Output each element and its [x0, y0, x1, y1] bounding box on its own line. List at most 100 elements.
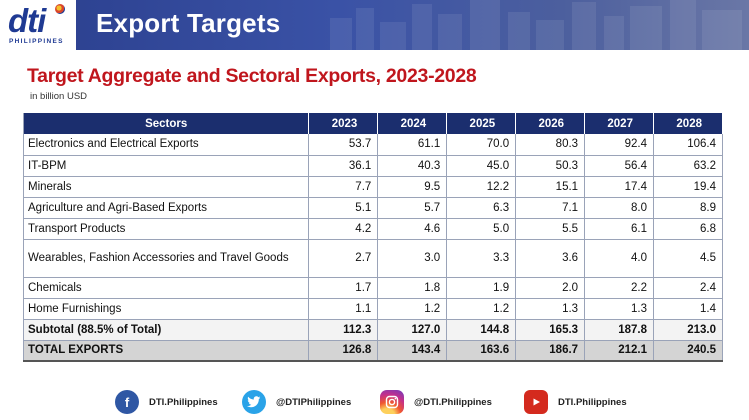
- value-cell: 4.5: [653, 239, 724, 278]
- sector-cell: Agriculture and Agri-Based Exports: [23, 197, 310, 219]
- export-targets-table: Sectors 2023 2024 2025 2026 2027 2028 El…: [23, 113, 724, 362]
- value-cell: 12.2: [446, 176, 517, 198]
- value-cell: 165.3: [515, 319, 586, 341]
- value-cell: 112.3: [308, 319, 379, 341]
- value-cell: 8.0: [584, 197, 654, 219]
- total-row: TOTAL EXPORTS 126.8 143.4 163.6 186.7 21…: [23, 339, 724, 362]
- value-cell: 1.1: [308, 298, 379, 320]
- table-row: Minerals 7.7 9.5 12.2 15.1 17.4 19.4: [23, 176, 724, 198]
- column-header-2026: 2026: [515, 113, 586, 134]
- sector-cell: IT-BPM: [23, 155, 310, 177]
- facebook-icon: f: [115, 390, 139, 414]
- value-cell: 5.5: [515, 218, 586, 240]
- value-cell: 70.0: [446, 134, 517, 156]
- value-cell: 5.1: [308, 197, 379, 219]
- value-cell: 53.7: [308, 134, 379, 156]
- social-footer: f DTI.Philippines @DTIPhilippines @DTI.P…: [0, 384, 749, 420]
- table-row: Electronics and Electrical Exports 53.7 …: [23, 134, 724, 156]
- value-cell: 3.0: [377, 239, 448, 278]
- value-cell: 9.5: [377, 176, 448, 198]
- sector-cell: Transport Products: [23, 218, 310, 240]
- twitter-label: @DTIPhilippines: [276, 396, 352, 408]
- column-header-2027: 2027: [584, 113, 654, 134]
- logo-mark-icon: [55, 4, 65, 14]
- value-cell: 19.4: [653, 176, 724, 198]
- value-cell: 186.7: [515, 339, 586, 362]
- unit-subtitle: in billion USD: [30, 91, 88, 102]
- subtotal-label: Subtotal (88.5% of Total): [23, 319, 310, 341]
- instagram-link[interactable]: @DTI.Philippines: [380, 388, 492, 416]
- facebook-link[interactable]: f DTI.Philippines: [115, 388, 218, 416]
- value-cell: 163.6: [446, 339, 517, 362]
- value-cell: 1.3: [584, 298, 654, 320]
- value-cell: 1.8: [377, 277, 448, 299]
- value-cell: 8.9: [653, 197, 724, 219]
- value-cell: 61.1: [377, 134, 448, 156]
- value-cell: 56.4: [584, 155, 654, 177]
- column-header-2028: 2028: [653, 113, 724, 134]
- twitter-link[interactable]: @DTIPhilippines: [242, 388, 351, 416]
- value-cell: 2.4: [653, 277, 724, 299]
- subtotal-row: Subtotal (88.5% of Total) 112.3 127.0 14…: [23, 319, 724, 341]
- instagram-icon: [380, 390, 404, 414]
- value-cell: 1.2: [446, 298, 517, 320]
- value-cell: 92.4: [584, 134, 654, 156]
- value-cell: 5.7: [377, 197, 448, 219]
- city-skyline-image: [330, 0, 742, 50]
- value-cell: 240.5: [653, 339, 724, 362]
- value-cell: 6.8: [653, 218, 724, 240]
- value-cell: 36.1: [308, 155, 379, 177]
- column-header-2023: 2023: [308, 113, 379, 134]
- table-row: Chemicals 1.7 1.8 1.9 2.0 2.2 2.4: [23, 277, 724, 299]
- table-header-row: Sectors 2023 2024 2025 2026 2027 2028: [23, 113, 724, 134]
- logo-text: dti: [8, 2, 46, 39]
- value-cell: 4.6: [377, 218, 448, 240]
- value-cell: 1.7: [308, 277, 379, 299]
- sector-cell: Chemicals: [23, 277, 310, 299]
- value-cell: 1.4: [653, 298, 724, 320]
- sector-cell: Electronics and Electrical Exports: [23, 134, 310, 156]
- youtube-link[interactable]: DTI.Philippines: [524, 388, 627, 416]
- dti-logo: dti PHILIPPINES: [0, 0, 76, 50]
- value-cell: 106.4: [653, 134, 724, 156]
- value-cell: 2.7: [308, 239, 379, 278]
- twitter-icon: [242, 390, 266, 414]
- sector-cell: Minerals: [23, 176, 310, 198]
- value-cell: 187.8: [584, 319, 654, 341]
- sector-cell: Home Furnishings: [23, 298, 310, 320]
- value-cell: 1.3: [515, 298, 586, 320]
- value-cell: 4.2: [308, 218, 379, 240]
- value-cell: 127.0: [377, 319, 448, 341]
- value-cell: 126.8: [308, 339, 379, 362]
- value-cell: 80.3: [515, 134, 586, 156]
- value-cell: 1.2: [377, 298, 448, 320]
- table-row: Agriculture and Agri-Based Exports 5.1 5…: [23, 197, 724, 219]
- value-cell: 7.1: [515, 197, 586, 219]
- value-cell: 212.1: [584, 339, 654, 362]
- value-cell: 50.3: [515, 155, 586, 177]
- value-cell: 6.3: [446, 197, 517, 219]
- table-row: Wearables, Fashion Accessories and Trave…: [23, 239, 724, 278]
- column-header-2025: 2025: [446, 113, 517, 134]
- value-cell: 6.1: [584, 218, 654, 240]
- table-row: Home Furnishings 1.1 1.2 1.2 1.3 1.3 1.4: [23, 298, 724, 320]
- value-cell: 2.0: [515, 277, 586, 299]
- column-header-2024: 2024: [377, 113, 448, 134]
- value-cell: 4.0: [584, 239, 654, 278]
- facebook-label: DTI.Philippines: [149, 396, 218, 408]
- table-row: Transport Products 4.2 4.6 5.0 5.5 6.1 6…: [23, 218, 724, 240]
- value-cell: 213.0: [653, 319, 724, 341]
- value-cell: 1.9: [446, 277, 517, 299]
- header-banner: dti PHILIPPINES Export Targets: [0, 0, 749, 50]
- value-cell: 7.7: [308, 176, 379, 198]
- export-targets-table-container: Sectors 2023 2024 2025 2026 2027 2028 El…: [23, 113, 724, 362]
- value-cell: 143.4: [377, 339, 448, 362]
- sector-cell: Wearables, Fashion Accessories and Trave…: [23, 239, 310, 278]
- page-title: Target Aggregate and Sectoral Exports, 2…: [27, 65, 477, 87]
- value-cell: 144.8: [446, 319, 517, 341]
- value-cell: 45.0: [446, 155, 517, 177]
- value-cell: 3.3: [446, 239, 517, 278]
- logo-subtext: PHILIPPINES: [9, 38, 64, 45]
- column-header-sectors: Sectors: [23, 113, 310, 134]
